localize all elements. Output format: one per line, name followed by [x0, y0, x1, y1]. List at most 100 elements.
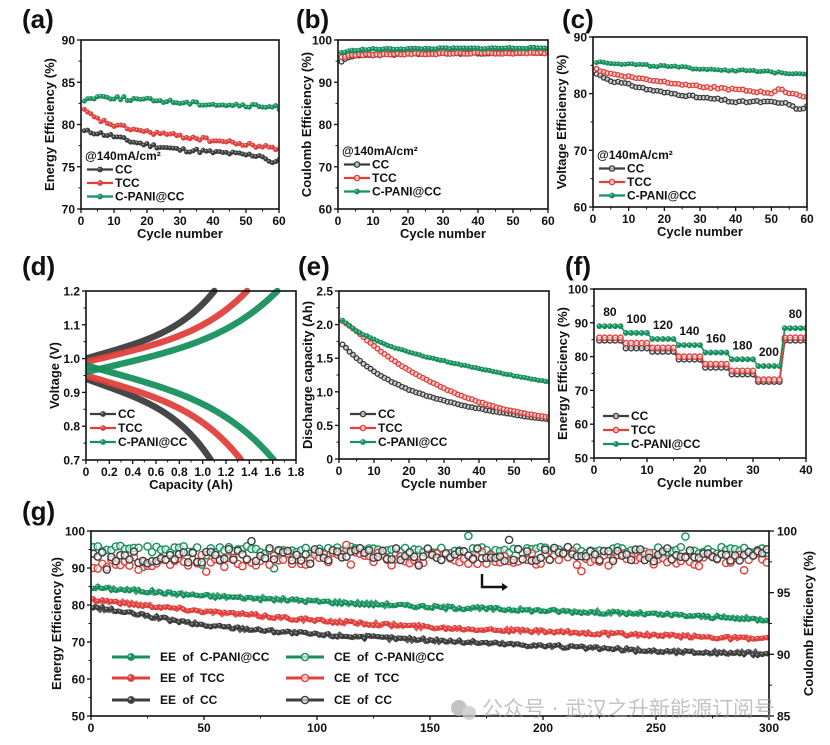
data-point-highlight: [145, 604, 148, 606]
data-point-highlight: [602, 630, 605, 633]
discharge-curve: [86, 362, 278, 460]
legend-label: TCC: [372, 171, 397, 185]
data-point: [461, 640, 467, 646]
data-point: [242, 554, 252, 564]
data-point: [330, 600, 336, 607]
series-line: [342, 344, 549, 421]
data-point: [199, 593, 205, 599]
data-point-highlight: [92, 132, 95, 135]
data-point-highlight: [165, 146, 167, 148]
data-point: [739, 367, 746, 375]
data-point: [443, 626, 449, 632]
data-point-highlight: [392, 47, 395, 50]
data-point: [681, 342, 687, 349]
data-point-highlight: [182, 607, 184, 610]
data-point-highlight: [662, 64, 665, 66]
data-point-highlight: [263, 629, 266, 632]
data-point: [728, 356, 735, 363]
data-point: [429, 625, 435, 631]
data-point-highlight: [159, 616, 162, 618]
data-point-highlight: [666, 65, 669, 67]
data-point-highlight: [719, 68, 722, 71]
y-tick-label: 90: [574, 31, 588, 45]
data-point-highlight: [378, 48, 381, 50]
data-point-highlight: [670, 649, 672, 652]
data-point: [352, 601, 359, 608]
x-tick-label: 300: [759, 721, 779, 735]
data-point-highlight: [606, 647, 609, 649]
data-point: [334, 634, 341, 640]
data-point: [289, 596, 295, 602]
data-point: [707, 360, 714, 368]
data-point: [681, 532, 690, 541]
data-point-highlight: [281, 615, 284, 618]
data-point: [370, 602, 377, 609]
data-point-highlight: [421, 636, 424, 639]
data-point-highlight: [435, 637, 437, 640]
data-point: [434, 636, 440, 643]
data-point: [705, 650, 711, 656]
data-point: [470, 638, 476, 644]
data-point: [601, 629, 607, 635]
data-point-highlight: [611, 647, 614, 650]
plot-frame: [593, 288, 807, 459]
data-point: [188, 548, 197, 558]
data-point: [447, 637, 454, 644]
data-point: [660, 633, 666, 640]
data-point: [434, 625, 440, 631]
data-point-highlight: [109, 97, 111, 100]
panel-label: (c): [562, 4, 594, 34]
data-point: [153, 604, 160, 611]
legend-marker: [100, 425, 106, 431]
data-point-highlight: [683, 614, 686, 617]
data-point-highlight: [357, 48, 360, 51]
data-point: [339, 341, 346, 348]
data-point: [479, 604, 485, 610]
data-point-highlight: [376, 635, 379, 637]
data-point-highlight: [383, 342, 385, 345]
data-point: [755, 363, 762, 369]
data-point-highlight: [168, 146, 171, 149]
data-point-highlight: [641, 63, 644, 65]
data-point-highlight: [222, 610, 225, 613]
data-point-highlight: [353, 602, 356, 605]
data-point-highlight: [213, 609, 216, 612]
data-point: [284, 615, 291, 621]
data-point: [131, 586, 137, 592]
data-point-highlight: [335, 601, 338, 604]
data-point: [190, 607, 196, 613]
data-point: [140, 611, 146, 617]
data-point: [210, 550, 220, 560]
data-point-highlight: [158, 99, 161, 101]
data-point: [628, 631, 634, 637]
data-point: [623, 645, 630, 651]
data-point-highlight: [261, 155, 263, 157]
data-point-highlight: [756, 636, 758, 639]
x-tick-label: 40: [206, 214, 220, 228]
data-point: [770, 376, 778, 383]
data-point-highlight: [403, 603, 406, 606]
y-axis-label: Voltage Efficiency (%): [554, 55, 569, 190]
data-point-highlight: [365, 334, 368, 336]
data-point-highlight: [290, 597, 293, 600]
data-point: [723, 633, 729, 640]
data-point-highlight: [247, 105, 250, 108]
data-point: [533, 627, 539, 633]
data-point-highlight: [439, 638, 442, 641]
data-point-highlight: [129, 140, 131, 143]
data-point: [425, 638, 431, 644]
data-point: [135, 612, 142, 618]
y-axis-label: Coulomb Efficiency (%): [299, 52, 314, 197]
data-point: [675, 353, 683, 360]
data-point: [373, 552, 383, 562]
data-point: [515, 641, 521, 647]
panel-label: (d): [22, 251, 55, 281]
data-point: [536, 553, 546, 563]
plot-frame: [592, 36, 808, 208]
data-point-highlight: [142, 97, 144, 100]
data-point-highlight: [480, 641, 483, 643]
data-point: [519, 642, 526, 648]
data-point: [212, 595, 219, 601]
data-point-highlight: [295, 618, 297, 621]
data-point: [108, 587, 115, 593]
